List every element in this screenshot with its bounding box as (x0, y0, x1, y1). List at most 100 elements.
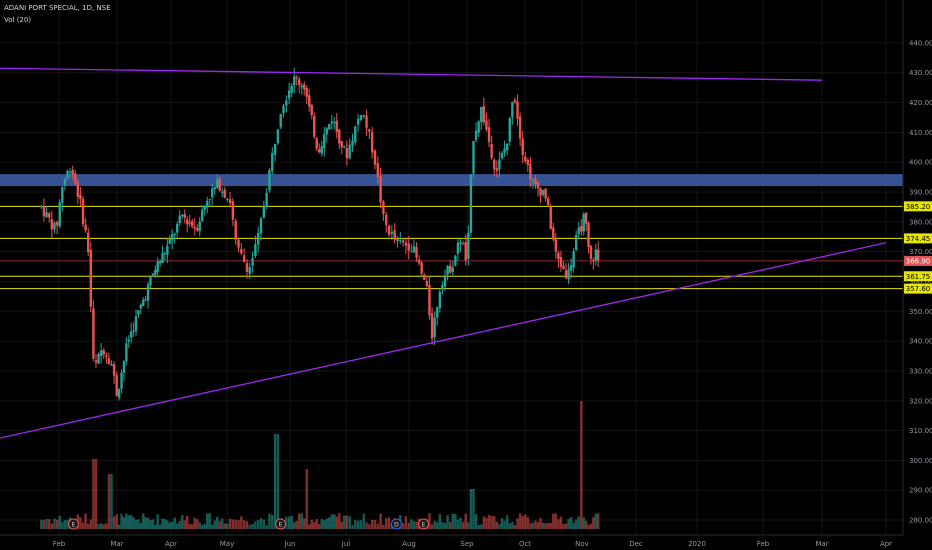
candle[interactable] (221, 191, 224, 193)
candle[interactable] (156, 261, 159, 272)
candle[interactable] (122, 361, 126, 373)
candle[interactable] (490, 144, 493, 158)
candle[interactable] (53, 222, 56, 230)
candle[interactable] (330, 121, 333, 124)
candle[interactable] (351, 140, 354, 147)
candle[interactable] (580, 226, 583, 232)
candle[interactable] (293, 76, 296, 86)
candle[interactable] (592, 260, 595, 262)
candle[interactable] (417, 259, 421, 264)
candle[interactable] (168, 238, 171, 244)
candle[interactable] (127, 339, 130, 342)
event-marker[interactable] (68, 518, 79, 530)
candle[interactable] (345, 148, 349, 159)
candle[interactable] (373, 150, 377, 165)
candle[interactable] (89, 249, 93, 307)
trendline[interactable] (0, 67, 823, 81)
candle[interactable] (105, 355, 108, 357)
trendline[interactable] (0, 242, 887, 439)
candle[interactable] (539, 188, 542, 196)
candle[interactable] (587, 223, 590, 248)
candle[interactable] (213, 186, 216, 190)
candle[interactable] (385, 214, 388, 225)
candle[interactable] (348, 144, 351, 159)
candle[interactable] (531, 180, 535, 182)
candle[interactable] (320, 146, 323, 154)
candle[interactable] (407, 243, 410, 251)
candle[interactable] (404, 242, 408, 246)
candle[interactable] (242, 255, 246, 262)
candle[interactable] (198, 221, 201, 232)
candle[interactable] (328, 124, 331, 130)
candle[interactable] (208, 198, 211, 200)
candle[interactable] (315, 138, 318, 149)
candle[interactable] (430, 313, 434, 339)
candle[interactable] (480, 106, 483, 123)
candle[interactable] (415, 247, 418, 258)
candle[interactable] (50, 219, 54, 230)
candle[interactable] (597, 249, 600, 261)
event-marker[interactable] (390, 518, 402, 530)
candle[interactable] (245, 262, 249, 273)
candle[interactable] (498, 159, 501, 170)
candle[interactable] (176, 223, 179, 233)
candle[interactable] (132, 330, 135, 332)
candle[interactable] (45, 212, 48, 218)
candle[interactable] (333, 121, 336, 123)
candle[interactable] (303, 84, 306, 90)
candle[interactable] (144, 299, 147, 301)
candle[interactable] (251, 258, 254, 266)
candle[interactable] (472, 140, 475, 174)
candle[interactable] (218, 178, 221, 191)
candle[interactable] (552, 227, 555, 240)
candle[interactable] (493, 159, 496, 170)
candle[interactable] (178, 215, 181, 224)
candle[interactable] (379, 175, 382, 203)
candle[interactable] (268, 170, 271, 191)
candle[interactable] (477, 121, 480, 133)
candle[interactable] (112, 364, 116, 376)
candle[interactable] (454, 255, 457, 266)
candle[interactable] (518, 116, 522, 139)
candle[interactable] (226, 198, 229, 200)
candle[interactable] (58, 202, 61, 227)
candle[interactable] (137, 310, 140, 315)
candle[interactable] (459, 242, 462, 245)
candle[interactable] (423, 274, 426, 280)
candle[interactable] (279, 113, 282, 128)
candle[interactable] (401, 240, 405, 243)
candle[interactable] (425, 280, 429, 286)
candle[interactable] (161, 253, 164, 263)
candle[interactable] (228, 199, 232, 204)
candle[interactable] (365, 115, 368, 128)
candle[interactable] (410, 251, 413, 253)
candle[interactable] (42, 206, 46, 217)
candle[interactable] (254, 243, 257, 257)
candle[interactable] (500, 152, 504, 159)
candle[interactable] (574, 235, 578, 251)
candle[interactable] (196, 228, 199, 231)
candle[interactable] (569, 265, 573, 271)
candle[interactable] (526, 160, 530, 166)
candle[interactable] (438, 291, 442, 308)
candle[interactable] (193, 226, 196, 229)
candle[interactable] (524, 156, 527, 162)
candle[interactable] (487, 127, 491, 142)
candle[interactable] (323, 134, 326, 149)
candle[interactable] (211, 188, 214, 198)
candle[interactable] (107, 358, 111, 365)
candle[interactable] (448, 265, 452, 273)
candle[interactable] (285, 100, 288, 107)
candle[interactable] (115, 375, 118, 396)
time-axis[interactable] (0, 535, 932, 550)
candle[interactable] (469, 174, 473, 233)
candle[interactable] (516, 101, 519, 119)
candle[interactable] (544, 188, 547, 199)
candle[interactable] (102, 350, 105, 355)
candle[interactable] (262, 206, 266, 218)
candle[interactable] (464, 242, 467, 261)
candle[interactable] (354, 126, 357, 143)
candle[interactable] (300, 85, 303, 88)
candle[interactable] (521, 138, 524, 156)
candle[interactable] (318, 149, 321, 153)
